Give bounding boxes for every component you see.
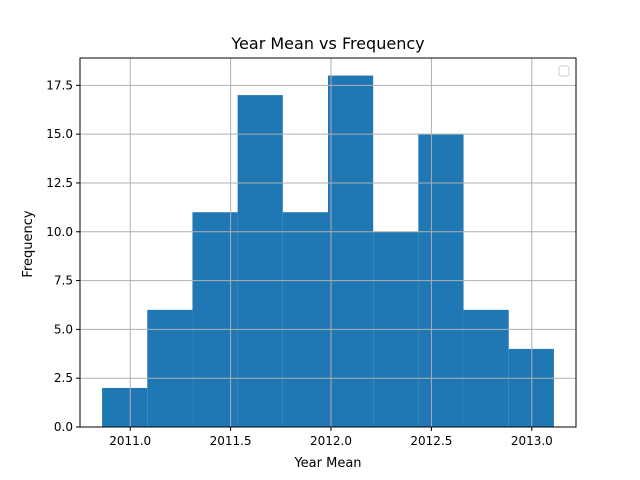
axes-layer (79, 57, 577, 428)
x-tick-label: 2013.0 (511, 434, 553, 448)
y-tick-label: 12.5 (46, 176, 73, 190)
ticks-layer: 2011.0 2011.5 2012.0 2012.5 2013.0 0.0 2.5 5.0 7… (46, 78, 553, 448)
x-tick-label: 2012.0 (310, 434, 352, 448)
histogram-bar (282, 212, 328, 427)
histogram-bar (508, 348, 554, 427)
x-axis-label: Year Mean (293, 456, 361, 471)
y-axis-label: Frequency (21, 210, 36, 277)
histogram-bar (192, 212, 238, 427)
histogram-bar (328, 75, 374, 428)
y-tick-label: 0.0 (54, 420, 73, 434)
y-tick-label: 7.5 (54, 274, 73, 288)
x-tick-label: 2011.0 (109, 434, 151, 448)
legend-box (558, 65, 570, 77)
x-tick-label: 2011.5 (210, 434, 252, 448)
chart-title: Year Mean vs Frequency (230, 34, 424, 53)
histogram-bar (237, 95, 283, 427)
y-tick-label: 2.5 (54, 371, 73, 385)
y-tick-label: 17.5 (46, 78, 73, 92)
histogram-bar (463, 309, 509, 427)
histogram-bar (102, 387, 148, 427)
plot-frame (79, 57, 577, 428)
y-tick-label: 10.0 (46, 225, 73, 239)
y-tick-label: 15.0 (46, 127, 73, 141)
x-tick-label: 2012.5 (410, 434, 452, 448)
y-tick-label: 5.0 (54, 322, 73, 336)
histogram-bar (147, 309, 193, 427)
